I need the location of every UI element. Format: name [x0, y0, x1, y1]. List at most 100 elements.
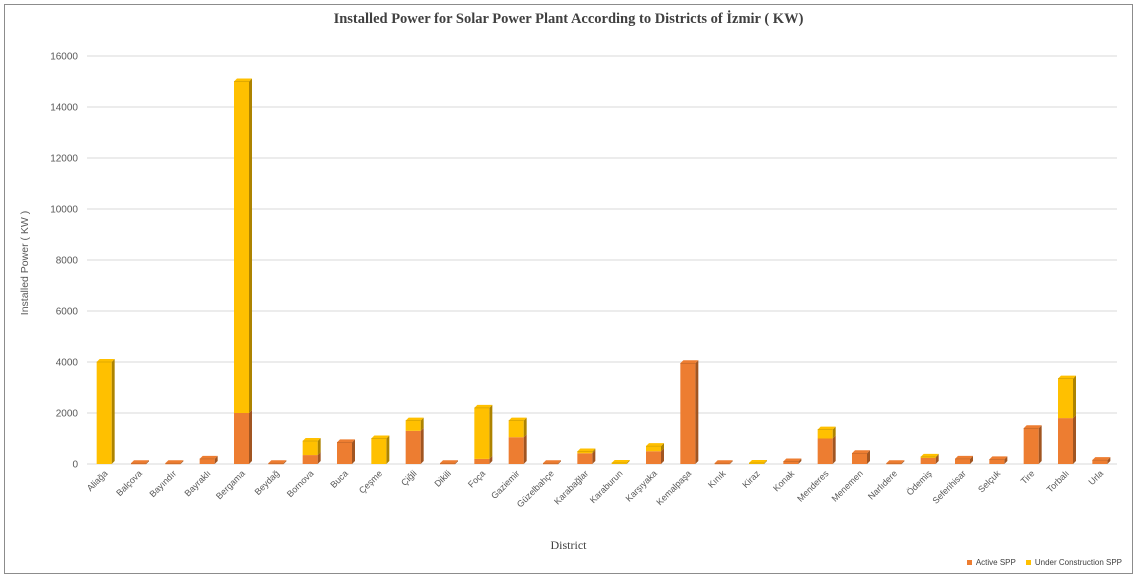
bar-under-construction-11-top [474, 404, 493, 408]
x-tick-label-22: Menemen [830, 468, 865, 503]
bar-active-3-top [199, 455, 218, 459]
bar-active-16-side [661, 448, 664, 464]
legend-label-active: Active SPP [975, 558, 1016, 567]
x-tick-label-2: Bayındır [147, 468, 178, 499]
bar-under-construction-24 [920, 456, 936, 458]
bar-active-11 [474, 458, 490, 464]
x-tick-label-21: Menderes [795, 468, 831, 504]
bar-active-17-top [680, 360, 699, 364]
bar-active-23-side [901, 460, 905, 465]
bar-under-construction-19-top [749, 459, 767, 463]
bar-under-construction-4-side [249, 78, 252, 413]
x-tick-label-16: Karşıyaka [624, 468, 659, 503]
bar-active-9 [405, 430, 421, 464]
bar-active-5-side [283, 460, 287, 465]
bar-active-11-side [489, 455, 493, 464]
y-tick-label-0: 0 [72, 460, 78, 471]
x-tick-label-18: Kınık [706, 468, 728, 490]
x-tick-label-23: Narlıdere [866, 468, 899, 501]
x-tick-label-17: Kemalpaşa [654, 468, 693, 507]
bar-under-construction-6 [302, 441, 318, 456]
bar-under-construction-4 [234, 81, 249, 413]
bar-active-10-side [455, 460, 458, 465]
y-tick-label-4000: 4000 [56, 358, 79, 369]
x-tick-label-27: Tire [1019, 468, 1037, 486]
bar-under-construction-0-top [96, 359, 115, 362]
bar-under-construction-4-top [234, 78, 252, 82]
x-tick-label-10: Dikili [432, 468, 453, 489]
x-tick-label-25: Seferihisar [930, 468, 967, 505]
bar-under-construction-28-side [1073, 375, 1076, 419]
x-tick-label-26: Selçuk [976, 468, 1003, 495]
bar-active-27-side [1038, 425, 1042, 464]
y-tick-label-6000: 6000 [56, 307, 79, 318]
legend-item-active: Active SPP [966, 558, 1016, 567]
y-tick-label-12000: 12000 [50, 154, 78, 165]
x-tick-label-24: Ödemiş [905, 468, 934, 497]
x-tick-label-5: Beydağ [253, 468, 282, 497]
y-tick-label-10000: 10000 [50, 205, 78, 216]
bar-active-9-side [420, 427, 424, 464]
legend-swatch-active [966, 560, 972, 565]
bar-active-2-side [180, 460, 184, 465]
bar-active-5-top [268, 460, 287, 464]
bar-under-construction-15-top [611, 459, 630, 463]
bar-under-construction-28 [1058, 378, 1073, 419]
bar-active-26 [989, 459, 1005, 464]
bar-active-25-side [970, 455, 973, 464]
x-tick-label-6: Bornova [285, 468, 316, 499]
legend-label-under-construction: Under Construction SPP [1034, 558, 1122, 567]
bar-active-26-side [1004, 456, 1008, 464]
bar-under-construction-8-side [386, 435, 390, 464]
bar-under-construction-16 [646, 446, 661, 452]
bar-active-7 [337, 442, 352, 464]
bar-active-28-side [1073, 415, 1076, 464]
bar-under-construction-28-top [1058, 375, 1076, 379]
bar-active-22 [852, 453, 867, 464]
bar-active-27-top [1023, 425, 1042, 429]
x-tick-label-15: Karaburun [588, 468, 625, 505]
bar-under-construction-8-top [371, 435, 390, 439]
bar-active-13 [543, 463, 558, 465]
bar-under-construction-9-top [405, 417, 424, 421]
bar-active-28 [1058, 418, 1073, 464]
bar-active-29-side [1107, 457, 1111, 464]
bar-active-2 [165, 463, 181, 465]
bar-active-25 [955, 458, 970, 464]
x-tick-label-3: Bayraklı [183, 468, 213, 498]
bar-under-construction-16-side [661, 443, 664, 452]
bar-active-29-top [1092, 457, 1111, 461]
x-tick-label-7: Buca [328, 468, 350, 490]
bar-active-2-top [165, 460, 184, 464]
bar-under-construction-14-top [577, 448, 596, 452]
legend-item-under-construction: Under Construction SPP [1025, 558, 1122, 567]
bar-active-4 [234, 413, 249, 464]
bar-active-12-side [523, 434, 527, 464]
bar-under-construction-21 [817, 429, 833, 439]
bar-active-29 [1092, 460, 1108, 464]
bar-under-construction-12-side [523, 417, 527, 438]
bar-active-22-side [867, 450, 870, 464]
bar-under-construction-6-side [317, 438, 321, 456]
bar-active-13-side [558, 460, 561, 465]
bar-active-14-side [592, 450, 596, 464]
y-tick-label-14000: 14000 [50, 103, 78, 114]
bar-active-14 [577, 453, 593, 464]
x-axis-label: District [550, 538, 587, 552]
bar-active-7-side [352, 439, 355, 464]
bar-under-construction-9 [405, 420, 421, 431]
bar-under-construction-0-side [111, 359, 115, 464]
bar-under-construction-15-side [626, 459, 630, 464]
x-tick-label-1: Balçova [114, 468, 144, 498]
bar-active-18-side [729, 460, 733, 465]
y-tick-label-16000: 16000 [50, 52, 78, 63]
x-tick-label-14: Karabağlar [552, 468, 590, 506]
bar-under-construction-12 [508, 420, 524, 438]
plot-area: 0 2000 4000 6000 8000 10000 12000 14000 16000 Ali… [50, 52, 1117, 509]
bar-active-23-top [886, 460, 905, 464]
bar-active-18-top [714, 460, 733, 464]
bar-active-13-top [543, 460, 561, 464]
bar-active-20-side [798, 458, 802, 464]
bar-active-20 [783, 461, 799, 464]
bar-under-construction-0 [96, 362, 112, 464]
